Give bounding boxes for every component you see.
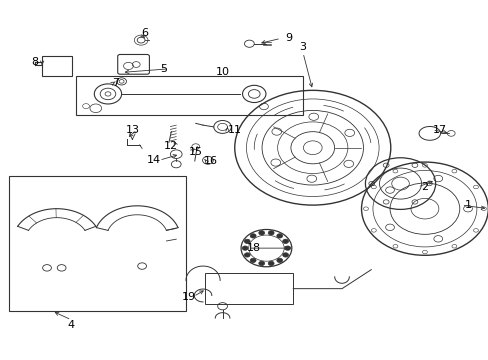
Text: 8: 8 — [31, 57, 39, 67]
Text: 1: 1 — [465, 200, 471, 210]
Circle shape — [282, 239, 288, 243]
Circle shape — [250, 258, 256, 262]
Text: 17: 17 — [431, 125, 446, 135]
Circle shape — [282, 253, 288, 257]
Text: 19: 19 — [181, 292, 195, 302]
Bar — [76, 76, 303, 116]
Circle shape — [276, 258, 282, 262]
Text: 16: 16 — [203, 156, 217, 166]
Bar — [9, 176, 185, 311]
Circle shape — [244, 239, 250, 243]
Bar — [42, 56, 72, 76]
Text: 14: 14 — [147, 155, 161, 165]
Text: 5: 5 — [160, 64, 167, 74]
Circle shape — [268, 231, 274, 235]
Text: 11: 11 — [227, 125, 241, 135]
Text: 4: 4 — [68, 320, 75, 330]
Circle shape — [258, 231, 264, 235]
Text: 12: 12 — [164, 141, 178, 151]
Text: 3: 3 — [299, 42, 306, 52]
Circle shape — [242, 246, 247, 250]
Text: 9: 9 — [284, 33, 291, 43]
Circle shape — [258, 261, 264, 266]
Text: 15: 15 — [188, 147, 203, 157]
Circle shape — [276, 234, 282, 238]
Text: 6: 6 — [141, 28, 148, 38]
Circle shape — [284, 246, 290, 250]
Text: 18: 18 — [247, 243, 261, 253]
Text: 13: 13 — [125, 125, 139, 135]
Circle shape — [268, 261, 274, 266]
Circle shape — [250, 234, 256, 238]
Text: 10: 10 — [215, 67, 229, 77]
Text: 7: 7 — [111, 78, 119, 88]
Bar — [205, 273, 293, 304]
Text: 2: 2 — [421, 182, 427, 192]
Circle shape — [244, 253, 250, 257]
